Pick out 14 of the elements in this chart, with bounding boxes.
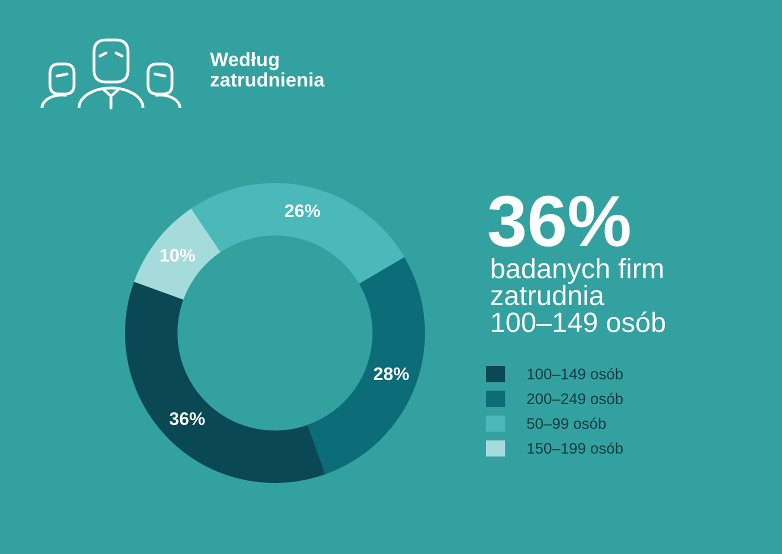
legend-label: 100–149 osób bbox=[528, 368, 623, 380]
data-label: 36% bbox=[170, 412, 205, 426]
donut-slice bbox=[134, 208, 220, 300]
text: 36% bbox=[488, 196, 630, 247]
legend-label: 50–99 osób bbox=[527, 418, 606, 429]
text: badanych firm zatrudnia 100–149 osób bbox=[491, 258, 665, 332]
chart-title: Według zatrudnienia bbox=[210, 52, 325, 87]
data-label: 26% bbox=[284, 204, 320, 218]
legend-label: 200–249 osób bbox=[527, 392, 623, 404]
legend-label: 150–199 osób bbox=[528, 442, 623, 454]
donut-slice bbox=[125, 282, 326, 483]
data-label: 10% bbox=[160, 248, 196, 262]
donut-slice bbox=[308, 257, 425, 474]
data-label: 28% bbox=[374, 367, 409, 380]
